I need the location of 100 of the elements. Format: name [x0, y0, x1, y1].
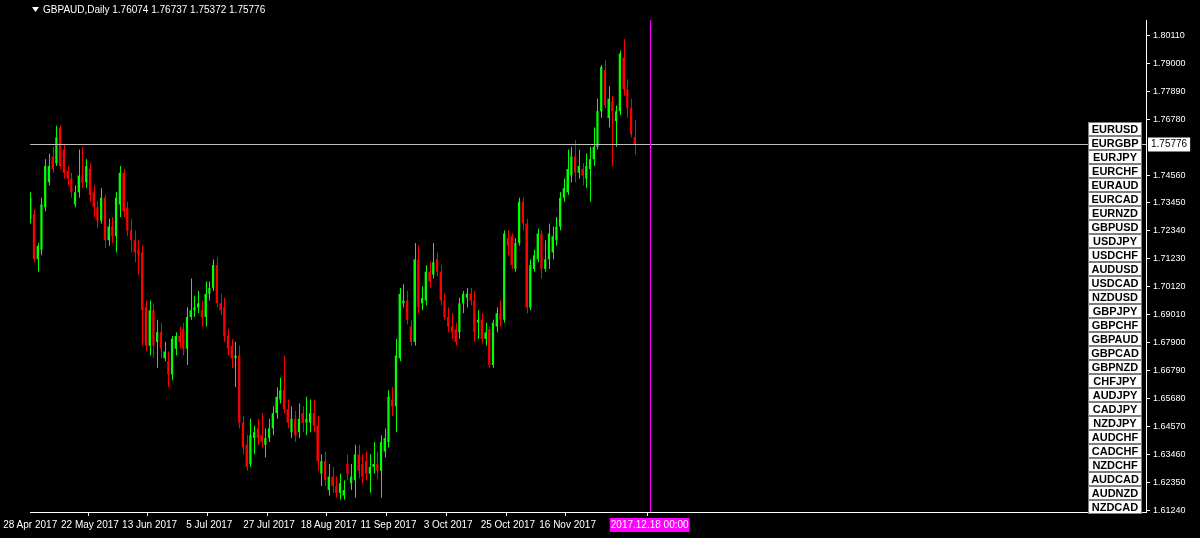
candlestick: [178, 326, 181, 350]
y-tick-label: 1.62350: [1153, 476, 1186, 487]
candlestick: [290, 405, 293, 439]
annotation: EURJPY: [1088, 150, 1142, 164]
y-tick-label: 1.77890: [1153, 85, 1186, 96]
candlestick: [588, 146, 592, 203]
x-tick-label: 2017.12.18 00:00: [610, 518, 690, 530]
annotation: GBPUSD: [1088, 220, 1142, 234]
annotation: GBPNZD: [1088, 360, 1142, 374]
candlestick: [286, 399, 289, 429]
candlestick: [585, 153, 588, 189]
y-tick-label: 1.65680: [1153, 392, 1186, 403]
candlestick: [156, 319, 159, 369]
candlestick: [435, 252, 439, 277]
annotation: USDJPY: [1088, 234, 1142, 248]
y-tick-label: 1.73450: [1153, 197, 1186, 208]
y-tick-label: 1.80110: [1153, 29, 1185, 40]
candlestick: [174, 331, 177, 356]
ref-line-label: 1.75776: [1151, 138, 1188, 150]
y-tick-label: 1.70120: [1153, 281, 1186, 292]
candlestick: [167, 350, 170, 388]
candlestick: [432, 242, 435, 279]
candlestick: [499, 300, 502, 328]
candlestick: [364, 451, 368, 481]
y-tick-label: 1.76780: [1153, 113, 1186, 124]
candlestick: [428, 261, 431, 289]
candlestick: [305, 396, 308, 436]
annotation: CADCHF: [1088, 444, 1142, 458]
annotation: NZDJPY: [1088, 416, 1142, 430]
y-tick-label: 1.69010: [1153, 309, 1186, 320]
x-tick-label: 11 Sep 2017: [360, 518, 417, 530]
candlestick: [107, 218, 110, 247]
annotation: NZDUSD: [1088, 290, 1142, 304]
y-tick-label: 1.66790: [1153, 365, 1186, 376]
candlestick: [342, 479, 345, 501]
candlestick: [338, 473, 342, 501]
x-tick-label: 28 Apr 2017: [3, 518, 58, 530]
annotation: EURGBP: [1088, 136, 1142, 150]
x-tick-label: 25 Oct 2017: [480, 518, 536, 530]
y-tick-label: 1.67900: [1153, 337, 1186, 348]
candlestick: [133, 229, 136, 263]
annotation: AUDJPY: [1088, 388, 1142, 402]
candlestick: [267, 418, 271, 443]
candlestick: [163, 341, 166, 362]
candlestick: [320, 453, 323, 487]
candlestick: [51, 146, 54, 174]
candlestick: [182, 322, 185, 356]
annotation: AUDNZD: [1088, 486, 1142, 500]
candlestick: [544, 239, 547, 273]
annotation: NZDCHF: [1088, 458, 1142, 472]
candlestick: [454, 322, 457, 347]
annotation: USDCAD: [1088, 276, 1142, 290]
candlestick: [573, 139, 577, 183]
candlestick: [309, 399, 312, 433]
annotation: AUDCHF: [1088, 430, 1142, 444]
y-tick-label: 1.79000: [1153, 57, 1186, 68]
x-tick-label: 27 Jul 2017: [243, 518, 296, 530]
chart-title: GBPAUD,Daily 1.76074 1.76737 1.75372 1.75776: [43, 4, 266, 15]
candlestick: [484, 322, 487, 347]
annotation: GBPJPY: [1088, 304, 1142, 318]
candlestick: [368, 453, 371, 494]
candlestick: [331, 466, 334, 494]
candlestick: [260, 412, 263, 449]
candlestick: [226, 328, 230, 356]
candlestick: [189, 277, 192, 321]
candlestick: [581, 162, 584, 186]
annotation: CHFJPY: [1088, 374, 1142, 388]
annotation: EURNZD: [1088, 206, 1142, 220]
y-tick-label: 1.71230: [1153, 253, 1186, 264]
candlestick: [346, 453, 349, 481]
candlestick: [447, 306, 450, 333]
candlestick: [159, 322, 162, 359]
candlestick: [495, 306, 498, 333]
y-tick-label: 1.61240: [1153, 504, 1186, 515]
candlestick: [211, 258, 215, 292]
y-tick-label: 1.74560: [1153, 169, 1186, 180]
candlestick: [551, 226, 554, 260]
candlestick: [129, 218, 133, 254]
y-tick-label: 1.72340: [1153, 225, 1186, 236]
candlestick: [376, 451, 379, 480]
annotation: GBPAUD: [1088, 332, 1142, 346]
x-tick-label: 18 Aug 2017: [300, 518, 358, 530]
candlestick: [200, 300, 204, 328]
candlestick: [81, 146, 84, 189]
candlestick: [234, 341, 237, 388]
x-tick-label: 3 Oct 2017: [423, 518, 474, 530]
x-tick-label: 16 Nov 2017: [539, 518, 597, 530]
x-tick-label: 13 Jun 2017: [122, 518, 178, 530]
annotation: USDCHF: [1088, 248, 1142, 262]
candlestick: [506, 229, 510, 256]
candlestick: [614, 105, 618, 148]
annotation: AUDCAD: [1088, 472, 1142, 486]
x-tick-label: 22 May 2017: [61, 518, 120, 530]
annotation: NZDCAD: [1088, 500, 1142, 514]
annotation: CADJPY: [1088, 402, 1142, 416]
annotation: GBPCAD: [1088, 346, 1142, 360]
candlestick: [256, 418, 259, 446]
candlestick: [532, 249, 536, 273]
annotation: AUDUSD: [1088, 262, 1142, 276]
annotation: EURAUD: [1088, 178, 1142, 192]
